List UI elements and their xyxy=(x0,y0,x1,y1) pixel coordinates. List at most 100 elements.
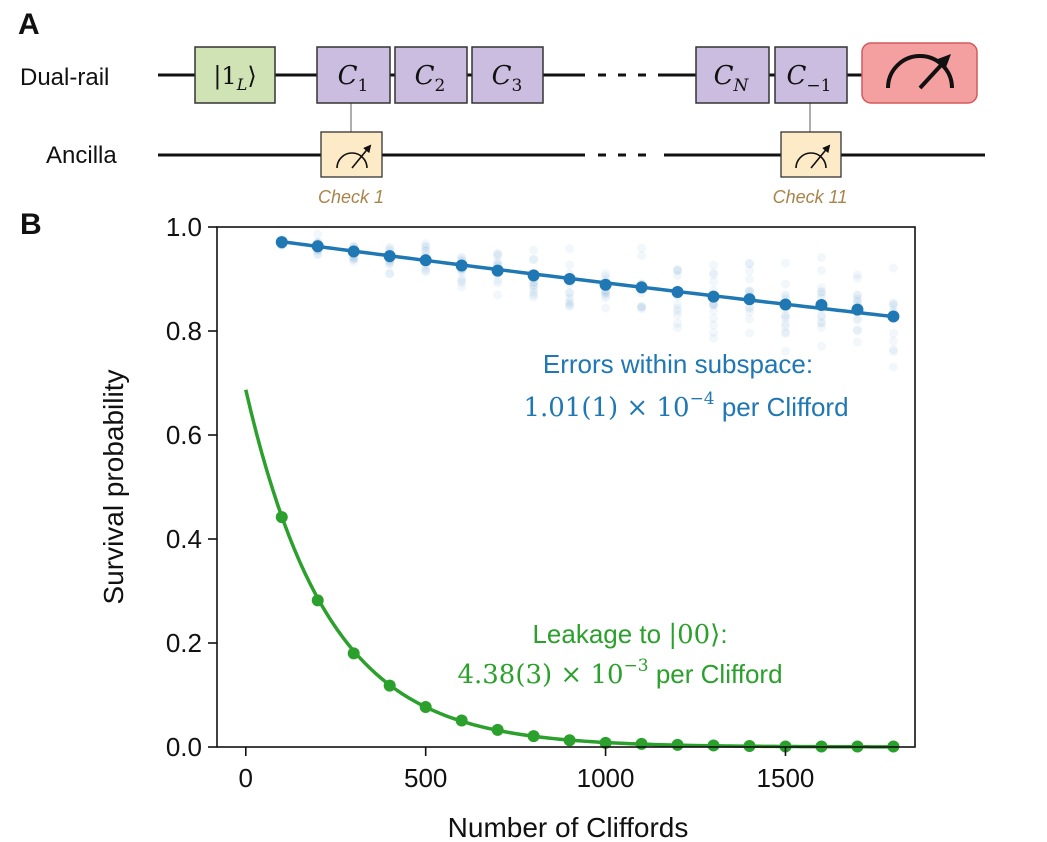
data-point xyxy=(527,269,540,282)
raw-sample-point xyxy=(888,298,898,308)
data-point xyxy=(671,286,684,298)
raw-sample-point xyxy=(744,286,754,296)
y-tick-label: 0.6 xyxy=(166,420,202,450)
check-11-box xyxy=(780,131,842,178)
fit-curve xyxy=(281,239,894,319)
raw-sample-point xyxy=(529,287,539,297)
raw-sample-point xyxy=(852,270,862,280)
raw-sample-point xyxy=(709,313,719,323)
leakage-annotation-title: Leakage to |00⟩: xyxy=(532,619,727,650)
x-tick-label: 1500 xyxy=(757,763,815,793)
data-point xyxy=(851,303,864,316)
raw-sample-point xyxy=(637,301,647,311)
raw-sample-point xyxy=(421,263,431,273)
leakage-ket: |00⟩ xyxy=(668,620,720,650)
subspace-annotation-title: Errors within subspace: xyxy=(543,349,813,379)
raw-sample-point xyxy=(673,271,683,281)
raw-sample-point xyxy=(457,252,467,262)
y-tick-label: 1.0 xyxy=(166,212,202,242)
raw-sample-point xyxy=(816,318,826,328)
raw-sample-point xyxy=(816,290,826,300)
gate-base: C xyxy=(415,61,435,91)
data-point xyxy=(275,236,288,249)
raw-sample-point xyxy=(421,246,431,256)
raw-sample-point xyxy=(780,314,790,324)
data-point xyxy=(491,264,504,277)
x-axis-label: Number of Cliffords xyxy=(448,812,689,842)
leakage-colon: : xyxy=(720,619,727,649)
raw-sample-point xyxy=(637,302,647,312)
raw-sample-point xyxy=(888,301,898,311)
raw-sample-point xyxy=(709,268,719,278)
raw-sample-point xyxy=(709,301,719,311)
raw-sample-point xyxy=(601,303,611,313)
leakage-annotation-rate: 4.38(3) × 10−3 per Clifford xyxy=(457,656,782,690)
prep-gate-bar: | xyxy=(213,62,221,91)
x-tick-label: 0 xyxy=(239,763,253,793)
raw-sample-point xyxy=(421,266,431,276)
prep-gate: |1L⟩ xyxy=(194,46,276,104)
raw-sample-point xyxy=(565,260,575,270)
raw-sample-point xyxy=(385,259,395,269)
raw-sample-point xyxy=(565,288,575,298)
raw-sample-point xyxy=(673,266,683,276)
clifford-gate: C−1 xyxy=(774,46,848,104)
raw-sample-point xyxy=(565,244,575,254)
check-1-label: Check 1 xyxy=(318,187,384,207)
raw-sample-point xyxy=(457,276,467,286)
raw-sample-point xyxy=(816,317,826,327)
data-point xyxy=(707,290,720,303)
raw-sample-point xyxy=(673,306,683,316)
gate-subscript: 3 xyxy=(512,76,523,96)
raw-sample-point xyxy=(780,279,790,289)
prep-gate-angle: ⟩ xyxy=(247,62,256,90)
data-point xyxy=(419,254,432,267)
raw-sample-point xyxy=(565,288,575,298)
raw-sample-point xyxy=(852,296,862,306)
gate-base: C xyxy=(492,61,512,91)
raw-sample-point xyxy=(529,281,539,291)
raw-sample-point xyxy=(888,299,898,309)
raw-sample-point xyxy=(744,274,754,284)
raw-sample-point xyxy=(385,268,395,278)
raw-sample-point xyxy=(852,316,862,326)
raw-sample-point xyxy=(601,291,611,301)
data-point xyxy=(347,245,360,258)
raw-sample-point xyxy=(457,274,467,284)
raw-sample-point xyxy=(709,333,719,343)
svg-text:C3: C3 xyxy=(492,61,523,96)
data-point xyxy=(779,298,792,311)
raw-sample-point xyxy=(709,260,719,270)
raw-sample-point xyxy=(673,318,683,328)
data-point xyxy=(383,679,396,692)
raw-sample-point xyxy=(529,255,539,265)
raw-sample-point xyxy=(780,322,790,332)
raw-sample-point xyxy=(780,290,790,300)
raw-sample-point xyxy=(421,241,431,251)
raw-sample-point xyxy=(493,275,503,285)
raw-sample-point xyxy=(457,282,467,292)
axis-ticks: 0 500 1000 1500 0.0 0.2 0.4 0.6 0.8 1.0 xyxy=(166,212,815,793)
data-point xyxy=(635,281,648,294)
raw-sample-point xyxy=(744,258,754,268)
raw-sample-point xyxy=(637,302,647,312)
raw-sample-point xyxy=(673,264,683,274)
y-axis-label: Survival probability xyxy=(98,370,129,605)
raw-sample-point xyxy=(673,265,683,275)
svg-text:C1: C1 xyxy=(338,61,369,96)
raw-sample-point xyxy=(673,323,683,333)
raw-sample-point xyxy=(493,248,503,258)
raw-sample-point xyxy=(816,310,826,320)
raw-sample-point xyxy=(852,294,862,304)
raw-sample-point xyxy=(313,229,323,239)
data-point xyxy=(563,273,576,285)
leakage-rate-suffix: per Clifford xyxy=(649,659,783,689)
raw-sample-point xyxy=(816,312,826,322)
clifford-gate: C3 xyxy=(471,46,544,104)
raw-sample-point xyxy=(349,255,359,265)
raw-sample-point xyxy=(780,258,790,268)
ancilla-label: Ancilla xyxy=(46,142,117,169)
raw-sample-point xyxy=(709,277,719,287)
subspace-annotation-rate: 1.01(1) × 10−4 per Clifford xyxy=(523,389,848,423)
svg-text:|1L⟩: |1L⟩ xyxy=(213,62,256,94)
